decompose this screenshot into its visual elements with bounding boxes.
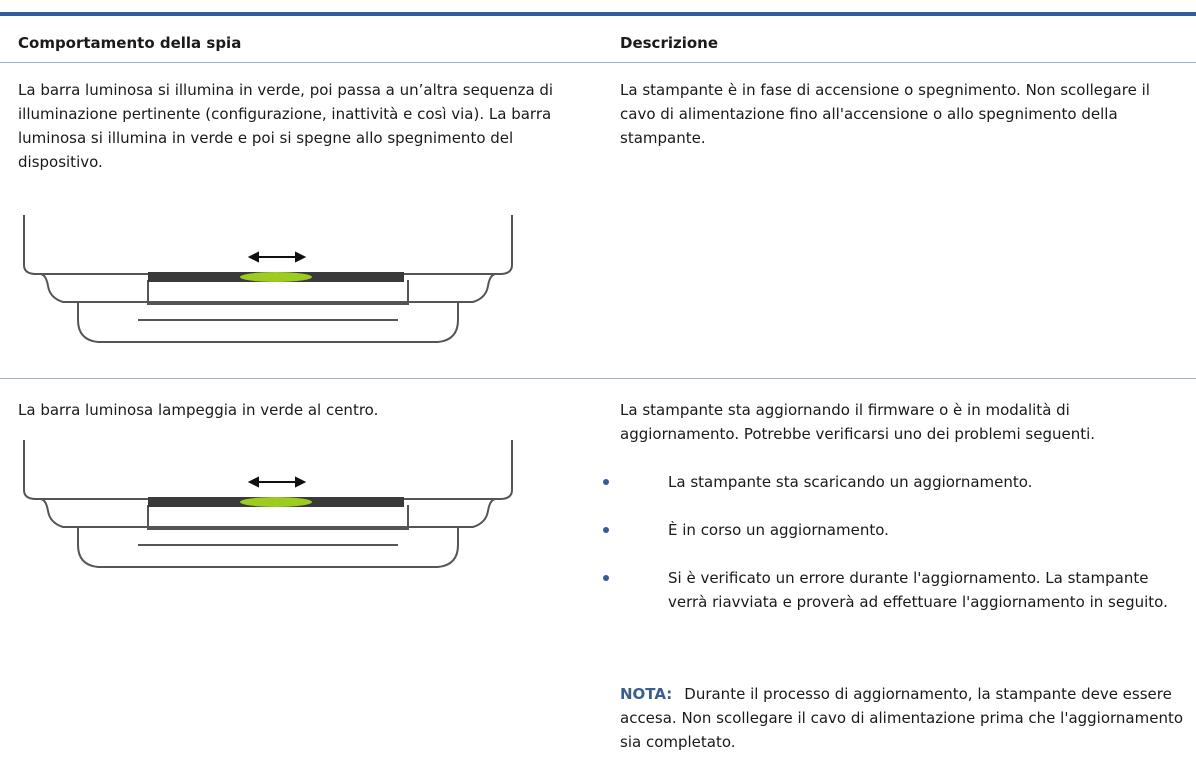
printer-illustration: [23, 215, 513, 343]
note: NOTA: Durante il processo di aggiornament…: [620, 682, 1190, 754]
bullet-item: È in corso un aggiornamento.: [600, 518, 1160, 542]
bullet-text: La stampante sta scaricando un aggiornam…: [668, 473, 1033, 491]
top-bar: [0, 12, 1196, 16]
row-rule: [0, 62, 1196, 63]
behavior-text: La barra luminosa si illumina in verde, …: [18, 81, 554, 171]
behavior-text: La barra luminosa lampeggia in verde al …: [18, 401, 379, 419]
note-text: Durante il processo di aggiornamento, la…: [620, 685, 1184, 751]
bullet-text: È in corso un aggiornamento.: [668, 521, 889, 539]
printer-illustration: [23, 440, 513, 568]
bullet-item: La stampante sta scaricando un aggiornam…: [600, 470, 1160, 494]
description-text: La stampante è in fase di accensione o s…: [620, 81, 1150, 147]
header-cell: Descrizione: [620, 34, 719, 52]
bullet-item: Si è verificato un errore durante l'aggi…: [600, 566, 1168, 614]
bullet-text: Si è verificato un errore durante l'aggi…: [668, 569, 1168, 611]
row-rule: [0, 378, 1196, 379]
note-label: NOTA:: [620, 685, 673, 703]
header-cell: Comportamento della spia: [18, 34, 242, 52]
description-text: La stampante sta aggiornando il firmware…: [620, 401, 1096, 443]
